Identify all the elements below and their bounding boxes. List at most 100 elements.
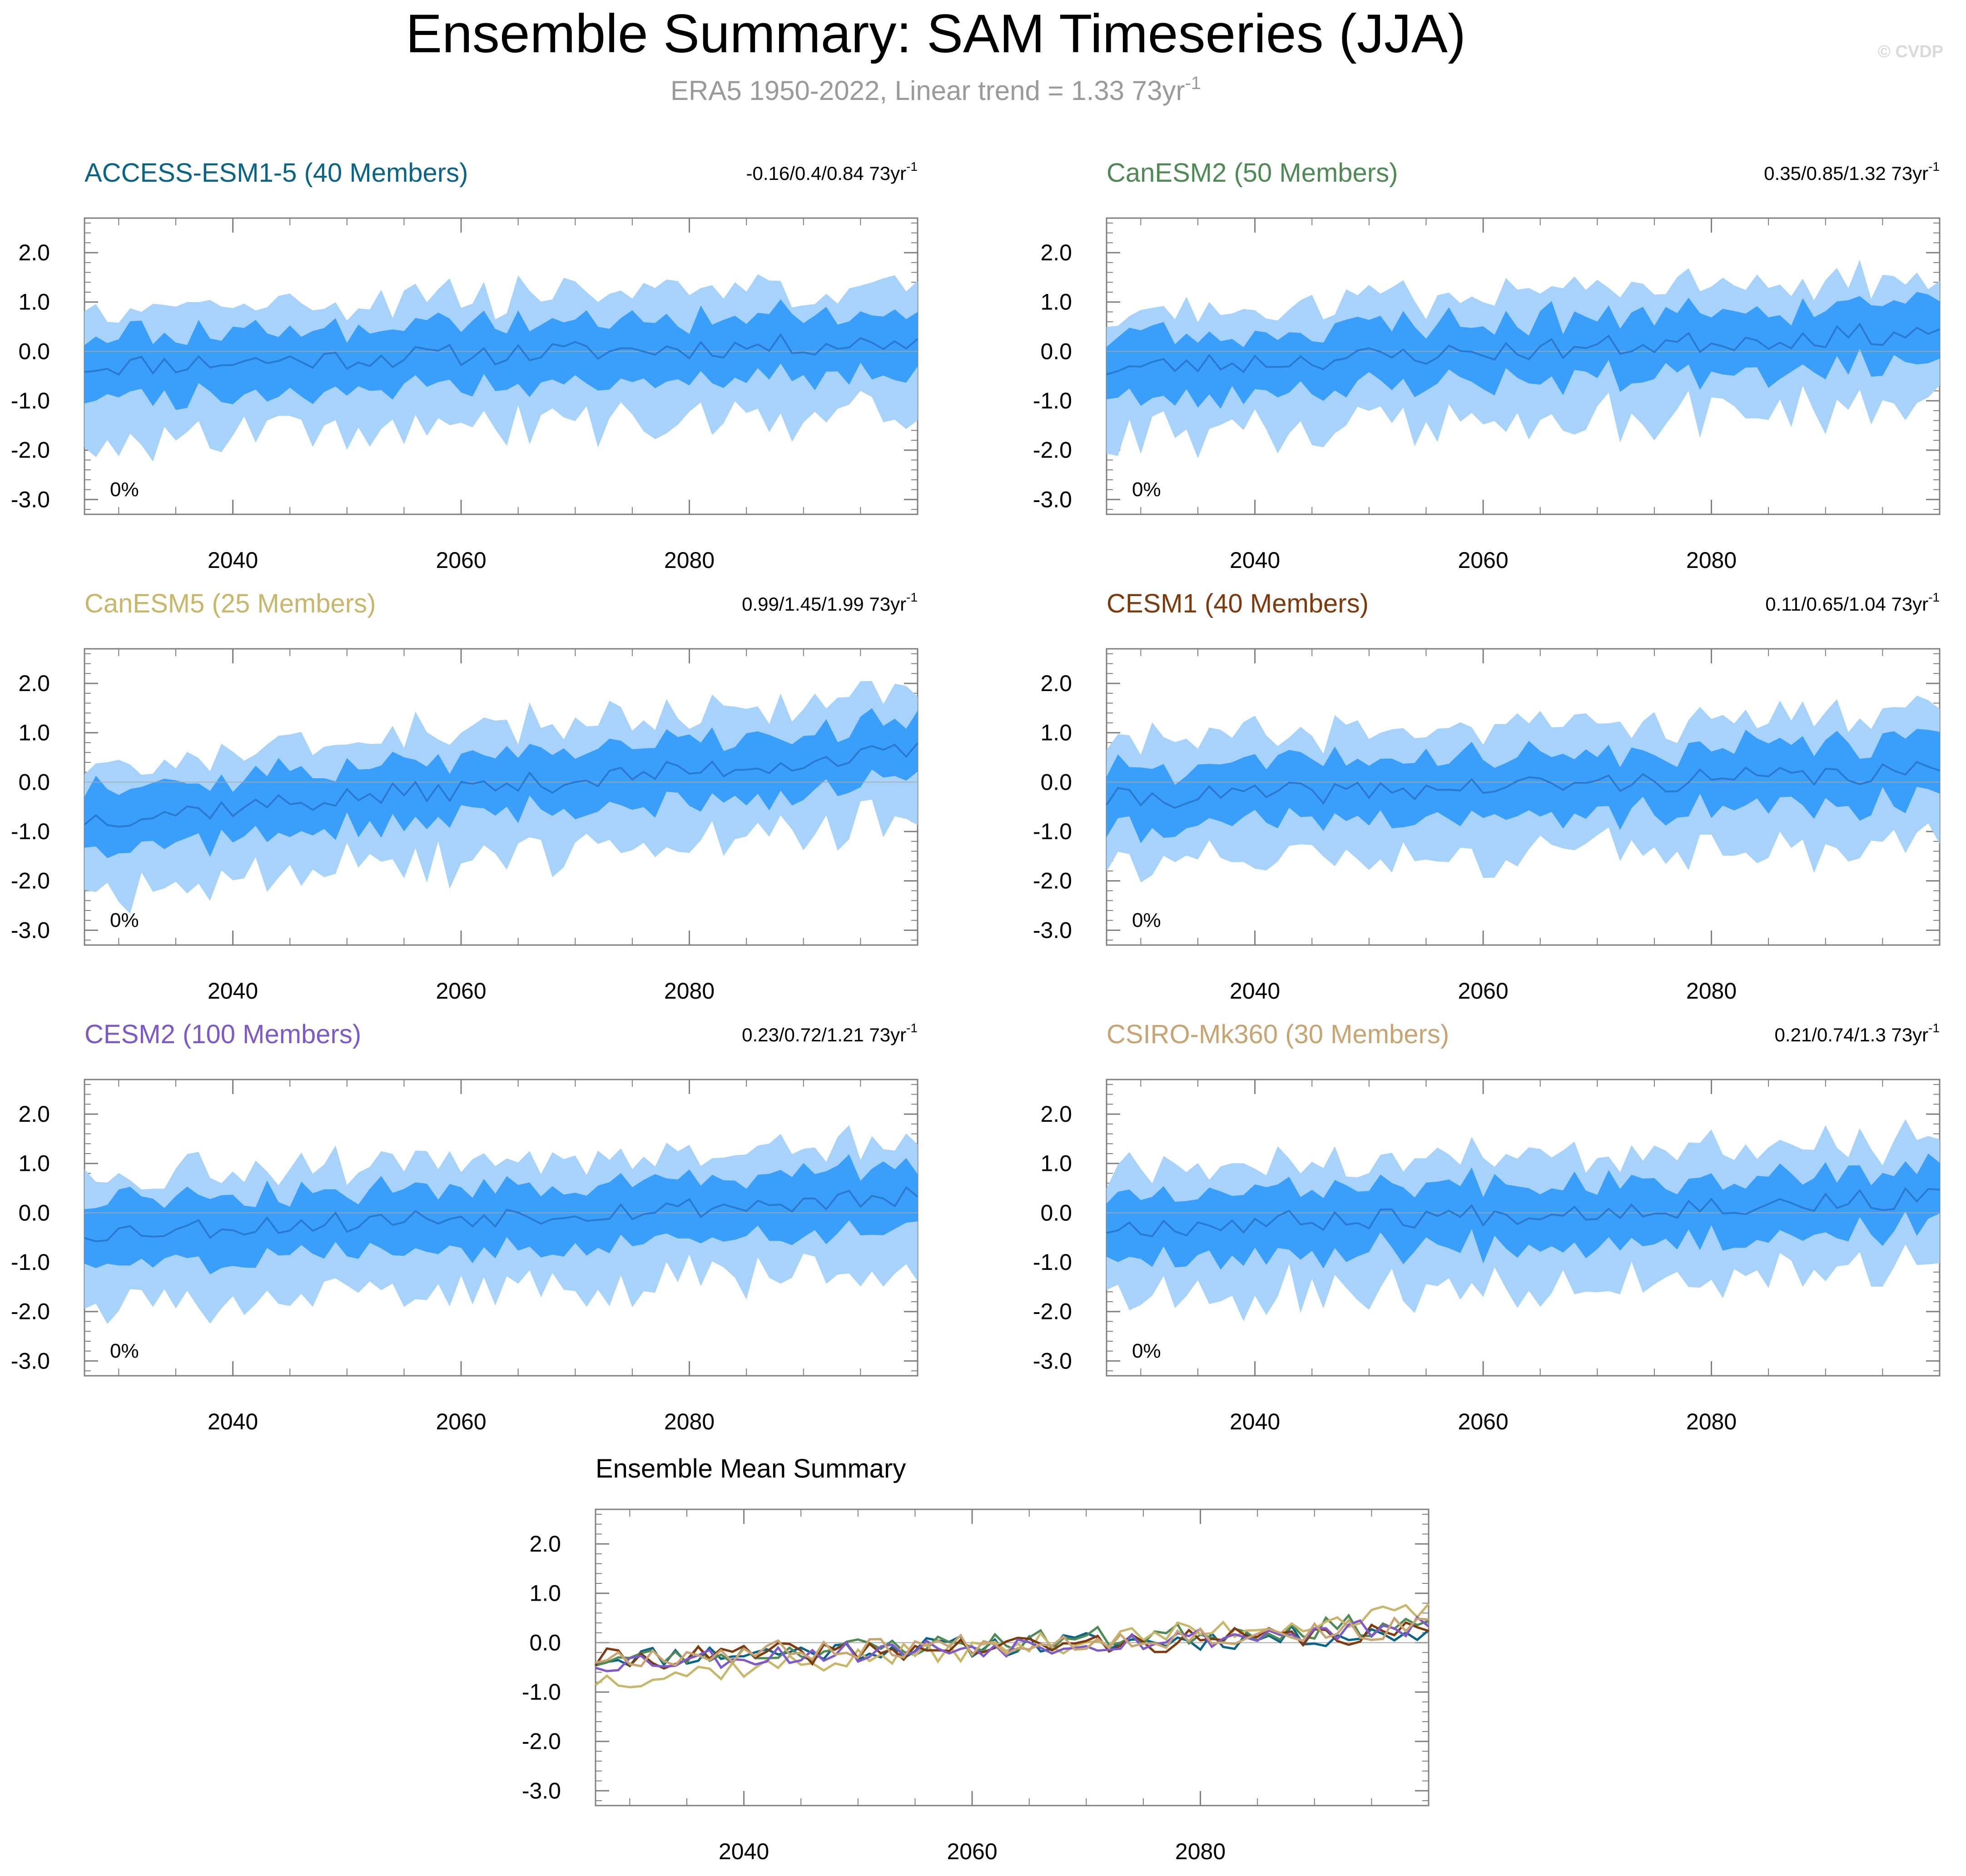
y-tick-label: -1.0 — [1033, 1249, 1072, 1275]
percent-label: 0% — [1132, 909, 1161, 931]
x-tick-label: 2060 — [436, 978, 486, 1004]
trend-main: 0.23/0.72/1.21 73yr — [742, 1024, 906, 1045]
plot-frame — [595, 1508, 1430, 1806]
ensemble-mean-line — [1106, 322, 1940, 375]
percent-label: 0% — [110, 1340, 139, 1362]
y-tick-label: 1.0 — [1040, 720, 1072, 746]
series-line-cesm1 — [594, 1621, 1429, 1670]
ensemble-mean-line — [1106, 1187, 1940, 1238]
y-tick-label: 1.0 — [18, 289, 50, 315]
y-tick-label: -2.0 — [11, 1299, 50, 1324]
y-tick-label: 0.0 — [1040, 1200, 1072, 1225]
x-tick-label: 2060 — [1458, 978, 1508, 1004]
inner-spread-band — [84, 708, 918, 858]
x-tick-label: 2040 — [1230, 978, 1280, 1004]
y-tick-label: 0.0 — [529, 1630, 561, 1655]
x-tick-label: 2040 — [208, 1409, 258, 1434]
chart-panel-1: ACCESS-ESM1-5 (40 Members) -0.16/0.4/0.84… — [11, 158, 918, 573]
y-tick-label: -1.0 — [522, 1679, 561, 1705]
y-tick-label: 1.0 — [1040, 1151, 1072, 1176]
chart-panel-7: Ensemble Mean Summary 2.0 1.0 0.0 -1.0 -2.0 -3… — [522, 1454, 1430, 1864]
series-line-csiro-mk360 — [595, 1616, 1429, 1667]
percent-label: 0% — [1132, 1340, 1161, 1362]
figure-subtitle: ERA5 1950-2022, Linear trend = 1.33 73yr… — [670, 73, 1201, 106]
subtitle-superscript: -1 — [1185, 73, 1201, 93]
panel-title: CESM1 (40 Members) — [1107, 589, 1369, 618]
x-tick-label: 2080 — [1175, 1839, 1226, 1864]
y-tick-label: -1.0 — [11, 388, 50, 413]
y-tick-label: -3.0 — [11, 487, 50, 512]
panel-title: CSIRO-Mk360 (30 Members) — [1107, 1020, 1449, 1049]
x-tick-label: 2060 — [1458, 547, 1508, 573]
trend-main: 0.99/1.45/1.99 73yr — [742, 593, 906, 615]
trend-superscript: -1 — [1928, 1021, 1940, 1035]
y-tick-label: -1.0 — [1033, 388, 1072, 413]
x-tick-label: 2080 — [664, 978, 715, 1004]
panel-trend-text: 0.99/1.45/1.99 73yr-1 — [742, 590, 918, 615]
inner-spread-band — [84, 299, 918, 410]
panel-trend-text: 0.23/0.72/1.21 73yr-1 — [742, 1021, 918, 1045]
inner-spread-band — [1107, 292, 1940, 409]
x-tick-label: 2060 — [1458, 1409, 1508, 1434]
y-tick-label: -2.0 — [11, 868, 50, 894]
y-tick-label: -1.0 — [1033, 819, 1072, 844]
y-tick-label: 2.0 — [1040, 671, 1072, 696]
chart-panel-5: CESM2 (100 Members) 0.23/0.72/1.21 73yr-1… — [11, 1020, 918, 1434]
x-tick-label: 2080 — [1686, 547, 1737, 573]
x-tick-label: 2080 — [1686, 1409, 1737, 1434]
subtitle-main: ERA5 1950-2022, Linear trend = 1.33 73yr — [670, 75, 1185, 106]
y-tick-label: -3.0 — [1033, 1348, 1072, 1373]
y-tick-label: 0.0 — [18, 1200, 50, 1225]
trend-superscript: -1 — [906, 159, 918, 174]
chart-panel-6: CSIRO-Mk360 (30 Members) 0.21/0.74/1.3 73… — [1033, 1020, 1941, 1434]
y-tick-label: -2.0 — [1033, 438, 1072, 463]
y-tick-label: -2.0 — [522, 1729, 561, 1754]
panel-trend-text: 0.35/0.85/1.32 73yr-1 — [1764, 159, 1940, 184]
y-tick-label: -1.0 — [11, 1249, 50, 1275]
y-tick-label: -2.0 — [1033, 868, 1072, 894]
y-tick-label: 2.0 — [18, 671, 50, 696]
inner-spread-band — [1107, 729, 1940, 843]
y-tick-label: 2.0 — [18, 1101, 50, 1127]
trend-superscript: -1 — [1928, 159, 1940, 174]
trend-superscript: -1 — [906, 590, 918, 604]
panel-title: CanESM2 (50 Members) — [1107, 158, 1398, 188]
cvdp-watermark: © CVDP — [1878, 42, 1943, 61]
percent-label: 0% — [110, 909, 139, 931]
chart-panel-3: CanESM5 (25 Members) 0.99/1.45/1.99 73yr-… — [11, 589, 918, 1004]
percent-label: 0% — [110, 478, 139, 501]
trend-superscript: -1 — [906, 1021, 918, 1035]
ensemble-mean-line — [84, 1186, 918, 1243]
y-tick-label: 2.0 — [18, 240, 50, 265]
y-tick-label: -1.0 — [11, 819, 50, 844]
trend-main: 0.21/0.74/1.3 73yr — [1775, 1024, 1929, 1045]
panel-title: CESM2 (100 Members) — [84, 1020, 361, 1049]
x-tick-label: 2080 — [664, 547, 715, 573]
x-tick-label: 2060 — [947, 1839, 997, 1864]
percent-label: 0% — [1132, 478, 1161, 501]
trend-main: -0.16/0.4/0.84 73yr — [746, 163, 907, 184]
panels-container: ACCESS-ESM1-5 (40 Members) -0.16/0.4/0.84… — [11, 158, 1941, 1864]
y-tick-label: 1.0 — [1040, 289, 1072, 315]
x-tick-label: 2060 — [436, 1409, 486, 1434]
panel-title: ACCESS-ESM1-5 (40 Members) — [84, 158, 468, 188]
y-tick-label: 1.0 — [18, 1151, 50, 1176]
chart-panel-4: CESM1 (40 Members) 0.11/0.65/1.04 73yr-1 2… — [1033, 589, 1941, 1004]
ensemble-mean-line — [84, 333, 918, 376]
y-tick-label: -3.0 — [522, 1778, 561, 1803]
y-tick-label: 1.0 — [18, 720, 50, 746]
x-tick-label: 2040 — [1230, 547, 1280, 573]
chart-panel-2: CanESM2 (50 Members) 0.35/0.85/1.32 73yr-… — [1033, 158, 1941, 573]
panel-trend-text: -0.16/0.4/0.84 73yr-1 — [746, 159, 918, 184]
inner-spread-band — [1107, 1154, 1940, 1270]
x-tick-label: 2080 — [1686, 978, 1737, 1004]
y-tick-label: 2.0 — [529, 1531, 561, 1557]
y-tick-label: -2.0 — [11, 438, 50, 463]
figure-title: Ensemble Summary: SAM Timeseries (JJA) — [406, 3, 1466, 64]
y-tick-label: -2.0 — [1033, 1299, 1072, 1324]
y-tick-label: 0.0 — [1040, 769, 1072, 795]
y-tick-label: 0.0 — [18, 769, 50, 795]
y-tick-label: -3.0 — [1033, 487, 1072, 512]
